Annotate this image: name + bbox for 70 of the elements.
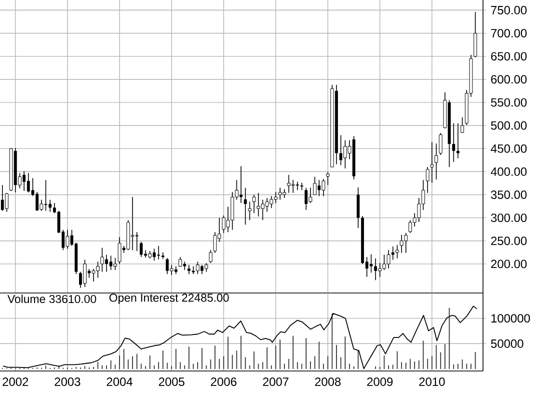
y-tick-label: 700.00 [491, 28, 527, 38]
candlestick [5, 192, 8, 212]
candlestick [356, 186, 360, 228]
candlestick [118, 236, 122, 264]
y-tick-label: 600.00 [491, 75, 527, 84]
y-tick-label: 250.00 [491, 236, 527, 246]
candlestick [66, 229, 70, 250]
candlestick [313, 176, 316, 196]
candlestick [304, 187, 308, 210]
x-tick-label: 2007 [263, 378, 288, 386]
y-tick-label: 50000 [491, 339, 524, 348]
candlestick [322, 178, 326, 197]
candlestick [130, 196, 134, 250]
candlestick [270, 196, 274, 209]
candlestick [188, 264, 190, 274]
candlestick [426, 166, 430, 194]
candlestick [460, 116, 464, 134]
candlestick [396, 244, 399, 259]
candlestick [452, 122, 456, 162]
candlestick [278, 187, 282, 200]
y-tick-label: 300.00 [490, 214, 527, 222]
x-tick-label: 2002 [2, 378, 28, 386]
x-tick-label: 2008 [315, 378, 341, 386]
candlestick [265, 198, 269, 212]
candlestick [430, 142, 434, 184]
candlestick [36, 192, 39, 212]
candlestick [474, 12, 478, 58]
candlestick [404, 232, 408, 254]
candlestick [26, 172, 30, 193]
candlestick [100, 247, 104, 272]
candlestick [291, 180, 295, 194]
y-tick-label: 750.00 [491, 6, 527, 14]
candlestick [378, 262, 382, 278]
x-tick-label: 2010 [419, 378, 445, 386]
y-tick-label: 500.00 [491, 121, 527, 130]
candlestick [438, 132, 442, 156]
candlestick [434, 143, 438, 180]
y-tick-label: 350.00 [490, 190, 527, 199]
candlestick [196, 261, 200, 274]
x-tick-label: 2003 [54, 378, 80, 386]
candlestick [113, 258, 117, 270]
candlestick [248, 201, 252, 220]
candlestick [400, 234, 404, 254]
y-tick-label: 200.00 [491, 260, 527, 268]
candlestick [83, 259, 87, 288]
candlestick [296, 181, 299, 191]
candlestick [157, 246, 160, 260]
x-tick-label: 2004 [106, 378, 132, 386]
candlestick [256, 192, 260, 217]
candlestick [208, 250, 212, 264]
annotation: Open Interest 22485.00 [109, 294, 229, 304]
y-tick-label: 650.00 [491, 52, 527, 61]
y-tick-label: 450.00 [490, 144, 527, 153]
candlestick [326, 172, 330, 186]
candlestick [252, 194, 256, 214]
y-tick-label: 100000 [491, 314, 530, 323]
y-tick-label: 400.00 [490, 167, 527, 176]
candlestick [48, 199, 52, 212]
candlestick [213, 232, 217, 254]
candlestick [161, 252, 164, 260]
candlestick [308, 187, 312, 204]
x-tick-label: 2006 [210, 378, 236, 386]
x-tick-label: 2009 [367, 378, 393, 386]
annotation: Volume 33610.00 [7, 294, 96, 304]
candlestick [244, 187, 247, 226]
x-tick-label: 2005 [158, 378, 184, 386]
candlestick [386, 250, 390, 269]
candlestick [92, 268, 96, 282]
y-tick-label: 550.00 [491, 98, 527, 107]
candlestick [135, 232, 138, 252]
